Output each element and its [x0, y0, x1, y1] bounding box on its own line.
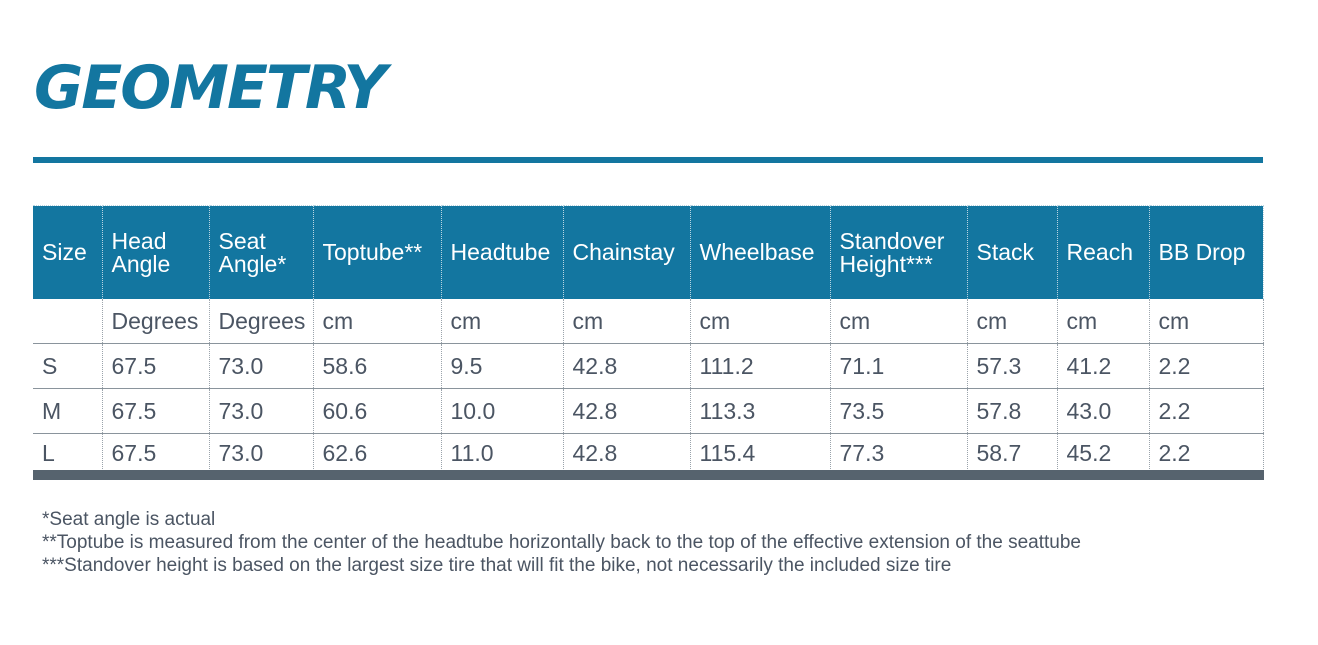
- table-cell: 58.6: [312, 343, 441, 389]
- table-cell: 2.2: [1148, 388, 1264, 434]
- footnotes: *Seat angle is actual **Toptube is measu…: [42, 508, 1081, 577]
- table-cell: 42.8: [562, 343, 690, 389]
- header-text: Seat: [218, 227, 266, 254]
- table-cell: 71.1: [829, 343, 967, 389]
- column-header-standover-height: Standover Height***: [829, 205, 967, 299]
- table-cell: 73.0: [208, 388, 313, 434]
- table-cell: 67.5: [101, 388, 209, 434]
- header-text: Head: [111, 227, 167, 254]
- header-text: Wheelbase: [699, 239, 815, 265]
- header-text: Angle: [111, 250, 171, 277]
- header-text: Toptube**: [322, 239, 423, 265]
- table-cell: 2.2: [1148, 433, 1264, 473]
- header-text: Size: [42, 239, 87, 265]
- column-header-head-angle: Head Angle: [101, 205, 209, 299]
- table-cell: 60.6: [312, 388, 441, 434]
- size-cell: S: [33, 343, 102, 389]
- table-cell: 115.4: [689, 433, 830, 473]
- footnote-toptube: **Toptube is measured from the center of…: [42, 532, 1081, 553]
- column-header-reach: Reach: [1056, 205, 1149, 299]
- size-cell: M: [33, 388, 102, 434]
- column-header-stack: Stack: [966, 205, 1057, 299]
- table-cell: 67.5: [101, 433, 209, 473]
- table-cell: 73.5: [829, 388, 967, 434]
- table-cell: 67.5: [101, 343, 209, 389]
- page-title: GEOMETRY: [34, 53, 387, 123]
- column-header-wheelbase: Wheelbase: [689, 205, 830, 299]
- footnote-standover-height: ***Standover height is based on the larg…: [42, 555, 952, 576]
- table-bottom-bar: [33, 470, 1264, 480]
- units-cell: Degrees: [101, 299, 209, 344]
- units-cell: cm: [312, 299, 441, 344]
- header-text: Height***: [839, 250, 933, 277]
- units-cell: cm: [1056, 299, 1149, 344]
- units-cell: cm: [689, 299, 830, 344]
- table-cell: 10.0: [440, 388, 563, 434]
- header-text: Standover: [839, 227, 945, 254]
- units-row: Degrees Degrees cm cm cm cm cm cm cm cm: [33, 299, 1264, 344]
- header-text: Chainstay: [572, 239, 675, 265]
- column-header-toptube: Toptube**: [312, 205, 441, 299]
- header-text: BB Drop: [1158, 239, 1246, 265]
- column-header-bb-drop: BB Drop: [1148, 205, 1264, 299]
- size-cell: L: [42, 440, 55, 466]
- units-cell: cm: [440, 299, 563, 344]
- table-cell: 43.0: [1056, 388, 1149, 434]
- table-cell: 111.2: [689, 343, 830, 389]
- header-text: Reach: [1066, 239, 1133, 265]
- table-cell: 9.5: [440, 343, 563, 389]
- units-cell: cm: [1148, 299, 1264, 344]
- units-cell: cm: [829, 299, 967, 344]
- table-row-size-l: L 67.5 73.0 62.6 11.0 42.8 115.4 77.3 58…: [33, 433, 1264, 473]
- header-row: Size Head Angle Seat Angle* Toptube** Head…: [33, 205, 1264, 299]
- table-cell: 73.0: [208, 343, 313, 389]
- table-cell: 73.0: [208, 433, 313, 473]
- units-cell: [33, 299, 102, 344]
- table-cell: 41.2: [1056, 343, 1149, 389]
- table-cell: 77.3: [829, 433, 967, 473]
- units-cell: cm: [562, 299, 690, 344]
- table-cell: 2.2: [1148, 343, 1264, 389]
- header-text: Angle*: [218, 250, 287, 277]
- table-cell: 113.3: [689, 388, 830, 434]
- table-cell: 57.3: [966, 343, 1057, 389]
- table-cell: 42.8: [562, 388, 690, 434]
- header-text: Stack: [976, 239, 1035, 265]
- units-cell: cm: [966, 299, 1057, 344]
- header-text: Headtube: [450, 239, 551, 265]
- table-cell: 62.6: [312, 433, 441, 473]
- column-header-size: Size: [33, 205, 102, 299]
- geometry-table: Size Head Angle Seat Angle* Toptube** Head…: [33, 205, 1264, 473]
- title-divider: [33, 157, 1263, 163]
- table-row-size-s: S 67.5 73.0 58.6 9.5 42.8 111.2 71.1 57.…: [33, 343, 1264, 389]
- units-cell: Degrees: [208, 299, 313, 344]
- table-cell: 58.7: [966, 433, 1057, 473]
- table-cell: 42.8: [562, 433, 690, 473]
- table-cell: 11.0: [440, 433, 563, 473]
- table-row-size-m: M 67.5 73.0 60.6 10.0 42.8 113.3 73.5 57…: [33, 388, 1264, 434]
- table-cell: 57.8: [966, 388, 1057, 434]
- table-cell: 45.2: [1056, 433, 1149, 473]
- column-header-chainstay: Chainstay: [562, 205, 690, 299]
- column-header-headtube: Headtube: [440, 205, 563, 299]
- column-header-seat-angle: Seat Angle*: [208, 205, 313, 299]
- footnote-seat-angle: *Seat angle is actual: [42, 509, 216, 530]
